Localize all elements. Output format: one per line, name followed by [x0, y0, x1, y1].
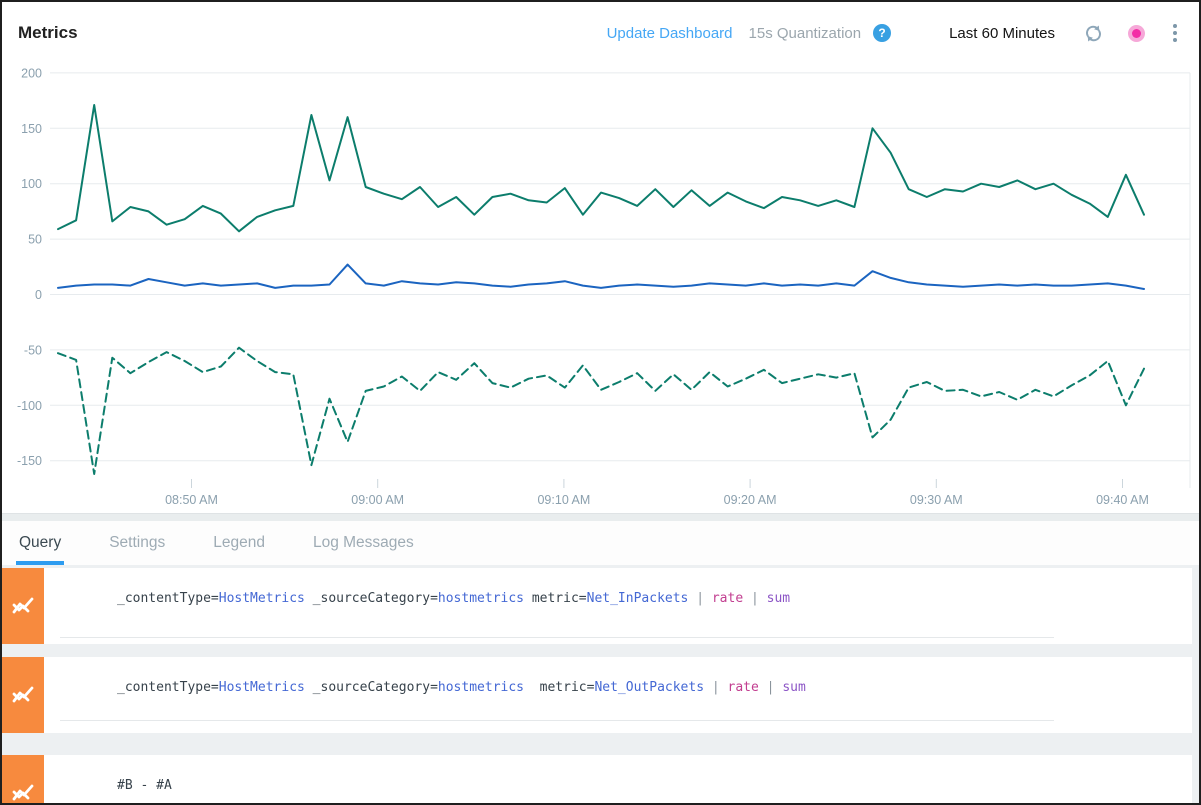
- y-axis-tick-label: 150: [21, 122, 42, 136]
- tab-label: Query: [19, 534, 62, 551]
- y-axis-tick-label: -150: [17, 454, 42, 468]
- help-icon[interactable]: ?: [873, 24, 892, 42]
- series-b-line: [57, 263, 1145, 290]
- query-row-b: _contentType=HostMetrics _sourceCategory…: [2, 657, 1192, 733]
- x-axis-tick-label: 09:10 AM: [537, 493, 590, 507]
- kebab-menu-icon[interactable]: [1171, 22, 1179, 44]
- query-input-a[interactable]: _contentType=HostMetrics _sourceCategory…: [117, 591, 791, 606]
- time-range-selector[interactable]: Last 60 Minutes: [949, 24, 1055, 42]
- page-title: Metrics: [18, 23, 78, 42]
- series-c-line: [57, 346, 1145, 475]
- x-axis-tick-label: 09:00 AM: [351, 493, 404, 507]
- metrics-chart[interactable]: 200 150 100 50 0 -50 -100 -150 08:50 AM 09:00 AM 0…: [2, 64, 1201, 513]
- query-input-c[interactable]: #B - #A: [117, 778, 172, 793]
- section-divider: [2, 513, 1199, 521]
- y-axis-tick-label: 50: [28, 233, 42, 247]
- quantization-label: 15s Quantization: [748, 24, 862, 42]
- tab-settings[interactable]: Settings: [106, 521, 168, 565]
- x-axis-tick-label: 09:20 AM: [724, 493, 777, 507]
- tab-bar: Query Settings Legend Log Messages: [2, 521, 1199, 565]
- y-axis-tick-label: 100: [21, 177, 42, 191]
- tab-label: Settings: [109, 534, 166, 551]
- query-input-underline: [60, 637, 1054, 638]
- tab-query[interactable]: Query: [16, 521, 65, 565]
- query-section: _contentType=HostMetrics _sourceCategory…: [2, 565, 1199, 803]
- tab-label: Legend: [213, 534, 265, 551]
- y-axis-tick-label: 0: [35, 288, 42, 302]
- metrics-zigzag-icon[interactable]: [2, 568, 44, 644]
- panel-header: Metrics Update Dashboard 15s Quantizatio…: [2, 2, 1199, 64]
- query-input-underline: [60, 803, 1054, 804]
- tab-log-messages[interactable]: Log Messages: [310, 521, 417, 565]
- x-axis-tick-label: 08:50 AM: [165, 493, 218, 507]
- series-a-line: [57, 104, 1145, 233]
- query-row-c: #B - #A: [2, 755, 1192, 804]
- y-axis-tick-label: -100: [17, 399, 42, 413]
- update-dashboard-link[interactable]: Update Dashboard: [606, 24, 733, 42]
- refresh-icon[interactable]: [1083, 23, 1104, 44]
- query-input-b[interactable]: _contentType=HostMetrics _sourceCategory…: [117, 680, 806, 695]
- x-axis-tick-label: 09:30 AM: [910, 493, 963, 507]
- active-tab-underline: [16, 561, 65, 565]
- chart-area: 200 150 100 50 0 -50 -100 -150 08:50 AM 09:00 AM 0…: [2, 64, 1201, 513]
- y-axis-tick-label: 200: [21, 66, 42, 80]
- x-axis-tick-label: 09:40 AM: [1096, 493, 1149, 507]
- metrics-zigzag-icon[interactable]: [2, 755, 44, 803]
- metrics-zigzag-icon[interactable]: [2, 657, 44, 733]
- live-status-dot: [1128, 24, 1145, 42]
- query-row-a: _contentType=HostMetrics _sourceCategory…: [2, 568, 1192, 644]
- query-input-underline: [60, 720, 1054, 721]
- y-axis-tick-label: -50: [24, 343, 42, 357]
- tab-label: Log Messages: [312, 534, 414, 551]
- tab-legend[interactable]: Legend: [210, 521, 268, 565]
